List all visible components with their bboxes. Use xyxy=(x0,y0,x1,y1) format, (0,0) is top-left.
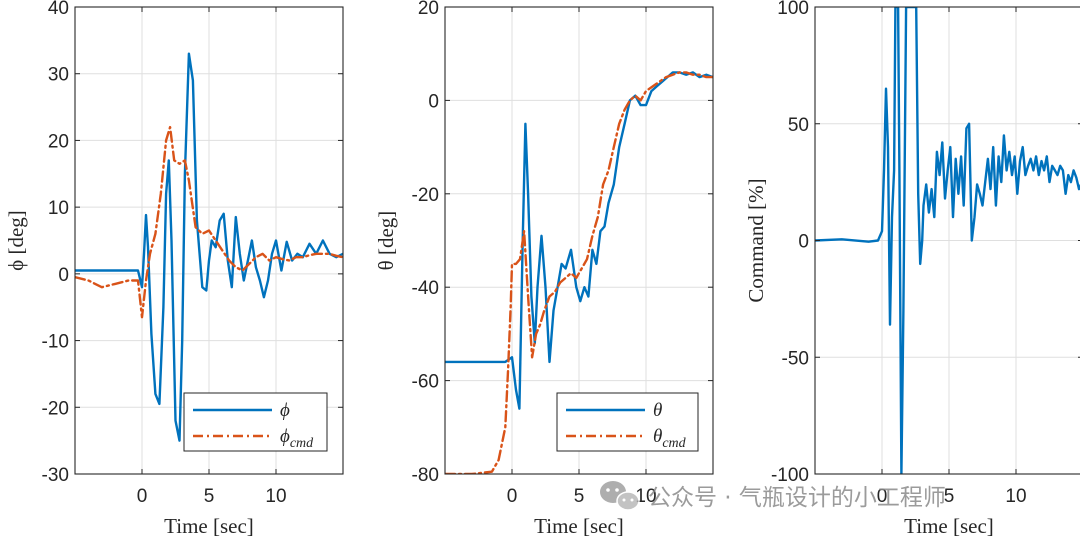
y-tick-label: 100 xyxy=(777,0,809,19)
legend-label: θcmd xyxy=(653,426,687,451)
y-tick-label: -40 xyxy=(412,278,439,299)
series-line-1 xyxy=(815,7,1080,474)
wechat-icon xyxy=(600,481,640,511)
x-tick-label: 0 xyxy=(877,486,888,507)
y-tick-label: -60 xyxy=(412,372,439,393)
x-tick-label: 0 xyxy=(507,486,518,507)
legend: θ θcmd xyxy=(556,392,699,452)
legend-label: ϕcmd xyxy=(280,426,314,451)
watermark-text: 公众号 · 气瓶设计的小工程师 xyxy=(648,485,946,511)
y-tick-label: 50 xyxy=(788,115,809,136)
series-line-1 xyxy=(445,71,713,410)
y-tick-label: 20 xyxy=(48,131,69,152)
watermark: 公众号 · 气瓶设计的小工程师 xyxy=(600,481,946,511)
x-axis-label: Time [sec] xyxy=(534,514,624,538)
x-tick-label: 0 xyxy=(137,486,148,507)
y-tick-label: -30 xyxy=(42,465,69,486)
x-tick-label: 10 xyxy=(635,486,656,507)
x-tick-label: 5 xyxy=(574,486,585,507)
y-axis-label: ϕ [deg] xyxy=(4,210,28,271)
y-tick-label: -80 xyxy=(412,465,439,486)
legend-label: ϕ xyxy=(280,400,290,421)
legend-box xyxy=(183,392,328,452)
y-tick-label: -20 xyxy=(42,398,69,419)
legend: ϕ ϕcmd xyxy=(183,392,328,452)
y-tick-label: 0 xyxy=(798,232,809,253)
y-tick-label: 0 xyxy=(58,265,69,286)
x-axis-label: Time [sec] xyxy=(904,514,994,538)
legend-label: θ xyxy=(653,400,662,421)
y-tick-label: -50 xyxy=(782,348,809,369)
y-tick-label: -20 xyxy=(412,185,439,206)
y-tick-label: -10 xyxy=(42,332,69,353)
series-line-2 xyxy=(75,125,343,319)
x-tick-label: 5 xyxy=(944,486,955,507)
y-tick-label: 0 xyxy=(428,91,439,112)
y-tick-label: -100 xyxy=(771,465,809,486)
chart-panel-3: 0 5 10 -100 -50 0 50 100 Time [sec] Command [%] xyxy=(744,0,1080,538)
chart-panel-2: 0 5 10 -80 -60 -40 -20 0 20 Time [sec] θ [deg] θ θcm… xyxy=(374,0,714,538)
y-tick-label: 30 xyxy=(48,65,69,86)
chart-panel-1: 0 5 10 -30 -20 -10 0 10 20 30 40 Time [sec] ϕ [deg] ϕ… xyxy=(4,0,344,538)
legend-box xyxy=(556,392,699,452)
series-line-1 xyxy=(75,52,343,442)
y-tick-label: 40 xyxy=(48,0,69,19)
x-axis-label: Time [sec] xyxy=(164,514,254,538)
y-axis-label: Command [%] xyxy=(744,178,768,302)
y-axis-label: θ [deg] xyxy=(374,211,398,271)
y-tick-label: 10 xyxy=(48,198,69,219)
x-tick-label: 5 xyxy=(204,486,215,507)
x-tick-label: 10 xyxy=(1005,486,1026,507)
y-tick-label: 20 xyxy=(418,0,439,19)
x-tick-label: 10 xyxy=(265,486,286,507)
series-line-2 xyxy=(445,71,713,474)
